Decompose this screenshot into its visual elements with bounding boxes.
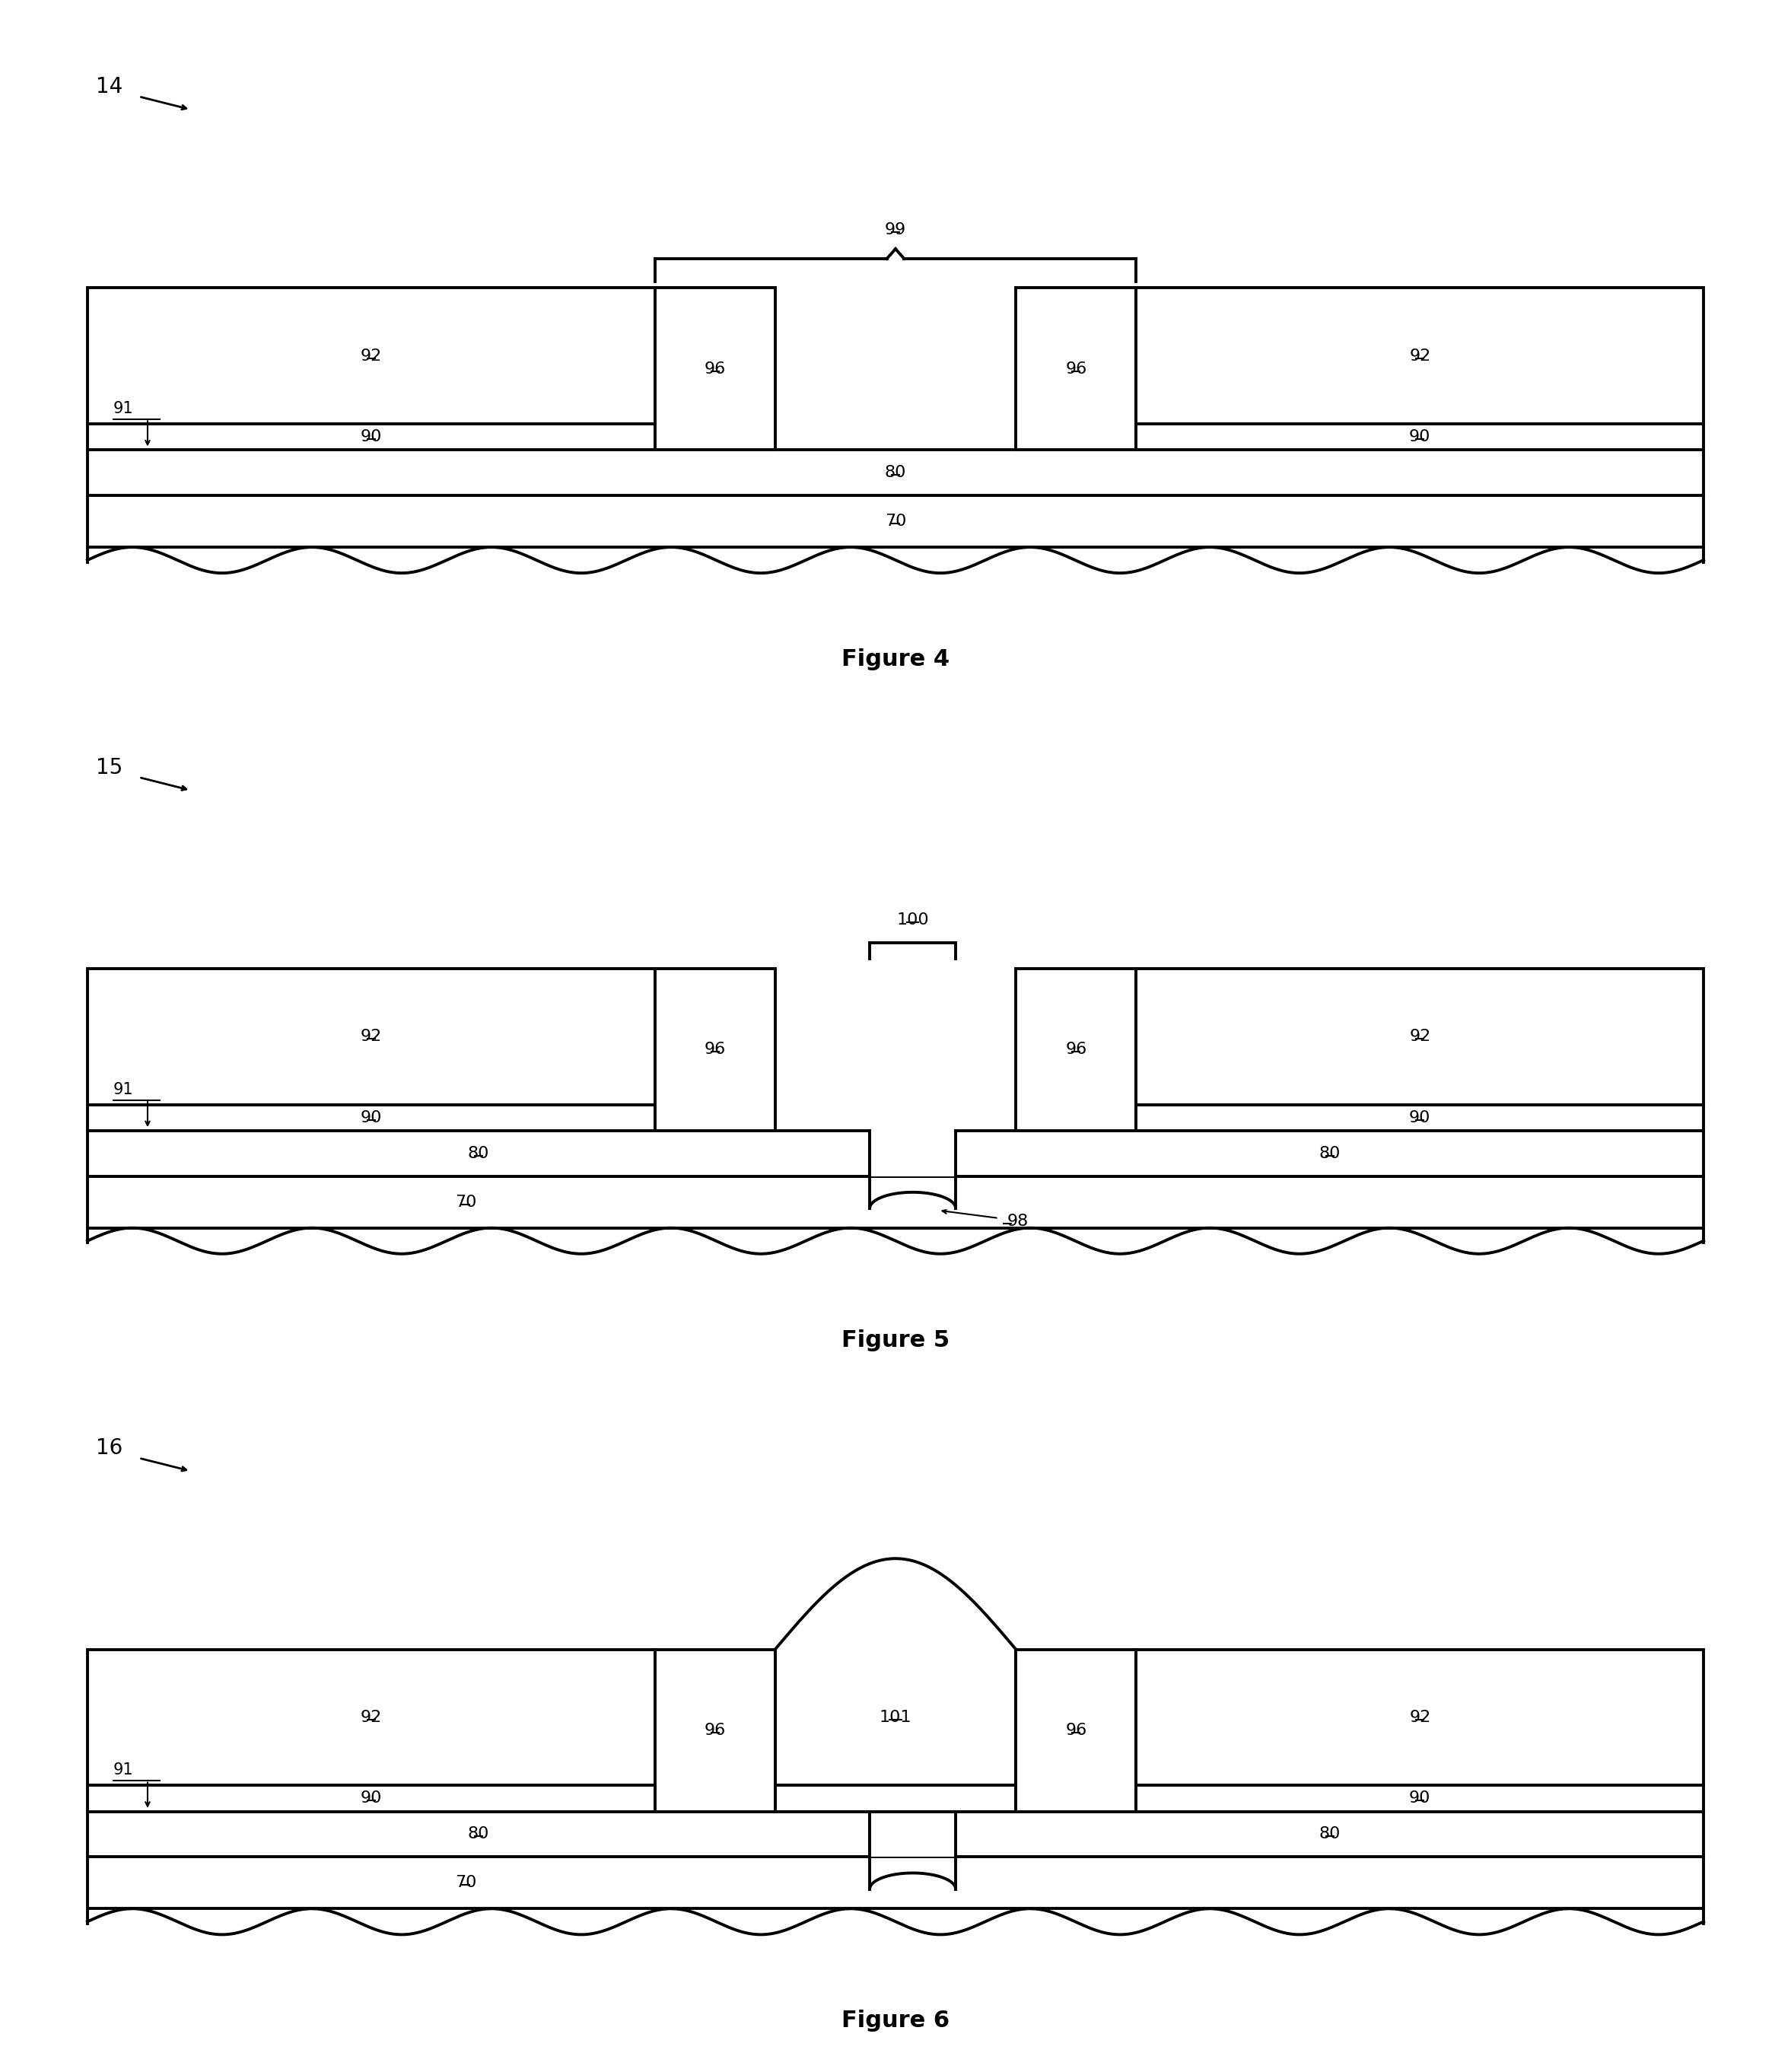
Text: 14: 14 xyxy=(97,77,124,97)
Bar xyxy=(88,425,656,450)
Text: 90: 90 xyxy=(1410,429,1431,445)
Bar xyxy=(88,1857,1703,1908)
Text: 100: 100 xyxy=(897,912,930,928)
Text: 92: 92 xyxy=(1410,1030,1431,1044)
Text: 80: 80 xyxy=(1318,1828,1340,1842)
Text: 16: 16 xyxy=(97,1438,124,1459)
Text: 91: 91 xyxy=(113,1082,134,1096)
Text: 90: 90 xyxy=(360,1790,381,1807)
Text: 96: 96 xyxy=(1066,1722,1087,1738)
Text: 92: 92 xyxy=(1410,348,1431,363)
Bar xyxy=(88,450,1703,495)
Bar xyxy=(776,1649,1015,1811)
Text: 15: 15 xyxy=(97,756,124,779)
Text: 80: 80 xyxy=(467,1146,489,1160)
Polygon shape xyxy=(776,1558,1015,1649)
Bar xyxy=(870,1131,956,1177)
Bar xyxy=(88,1131,870,1177)
Text: 90: 90 xyxy=(1410,1111,1431,1125)
Bar xyxy=(1135,1649,1703,1786)
Text: Figure 4: Figure 4 xyxy=(842,649,949,671)
Text: 90: 90 xyxy=(1410,1790,1431,1807)
Text: Figure 6: Figure 6 xyxy=(842,2010,949,2033)
Bar xyxy=(88,1177,1703,1229)
Bar xyxy=(88,1649,656,1786)
Bar xyxy=(1015,968,1135,1131)
Bar xyxy=(88,495,1703,547)
Bar xyxy=(1135,425,1703,450)
Text: 96: 96 xyxy=(1066,1042,1087,1057)
Text: 96: 96 xyxy=(1066,361,1087,377)
Text: 91: 91 xyxy=(113,1763,134,1778)
Bar xyxy=(88,1104,656,1131)
Bar xyxy=(1135,1786,1703,1811)
Bar xyxy=(656,1649,776,1811)
Bar xyxy=(1015,288,1135,450)
Bar xyxy=(956,1811,1703,1857)
Text: 90: 90 xyxy=(360,429,381,445)
Text: 98: 98 xyxy=(1007,1214,1028,1229)
Bar xyxy=(1135,1104,1703,1131)
Bar xyxy=(88,288,656,425)
Text: 96: 96 xyxy=(704,361,725,377)
Bar xyxy=(88,1811,870,1857)
Text: 70: 70 xyxy=(885,514,906,528)
Bar xyxy=(1135,288,1703,425)
Text: 96: 96 xyxy=(704,1042,725,1057)
Text: 101: 101 xyxy=(879,1709,912,1726)
Text: 70: 70 xyxy=(455,1875,476,1890)
Bar xyxy=(656,288,776,450)
Bar xyxy=(88,968,656,1104)
Bar xyxy=(88,1786,656,1811)
Bar xyxy=(1015,1649,1135,1811)
Text: 96: 96 xyxy=(704,1722,725,1738)
Bar xyxy=(656,968,776,1131)
Text: 92: 92 xyxy=(360,1030,381,1044)
Text: 80: 80 xyxy=(1318,1146,1340,1160)
Text: 92: 92 xyxy=(1410,1709,1431,1726)
Text: 92: 92 xyxy=(360,1709,381,1726)
Bar xyxy=(1135,968,1703,1104)
Bar xyxy=(870,1811,956,1857)
Text: 90: 90 xyxy=(360,1111,381,1125)
Text: Figure 5: Figure 5 xyxy=(842,1328,949,1351)
Text: 92: 92 xyxy=(360,348,381,363)
Text: 80: 80 xyxy=(885,464,906,481)
Text: 70: 70 xyxy=(455,1193,476,1210)
Bar xyxy=(956,1131,1703,1177)
Text: 99: 99 xyxy=(885,222,906,236)
Text: 91: 91 xyxy=(113,402,134,416)
Text: 80: 80 xyxy=(467,1828,489,1842)
